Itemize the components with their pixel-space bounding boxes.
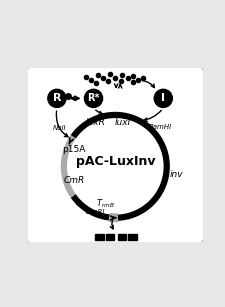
- Bar: [118, 234, 126, 240]
- FancyBboxPatch shape: [26, 66, 204, 244]
- Text: R*: R*: [87, 93, 100, 103]
- Text: I: I: [161, 93, 165, 103]
- Bar: [95, 234, 104, 240]
- Text: p15A: p15A: [62, 145, 86, 154]
- Circle shape: [154, 89, 172, 107]
- Circle shape: [84, 89, 103, 107]
- Text: CmR: CmR: [64, 176, 85, 185]
- Circle shape: [48, 89, 66, 107]
- Bar: [106, 234, 114, 240]
- Text: BamHI: BamHI: [149, 124, 172, 130]
- Text: luxR: luxR: [85, 118, 105, 127]
- Text: EcoRI: EcoRI: [86, 209, 105, 215]
- Text: inv: inv: [169, 170, 183, 179]
- Bar: [128, 234, 137, 240]
- Text: pAC-LuxInv: pAC-LuxInv: [76, 155, 155, 168]
- Text: R: R: [53, 93, 61, 103]
- Text: $T_{rmB}$: $T_{rmB}$: [96, 198, 115, 211]
- Text: luxI: luxI: [115, 118, 131, 127]
- Text: NolI: NolI: [52, 125, 66, 131]
